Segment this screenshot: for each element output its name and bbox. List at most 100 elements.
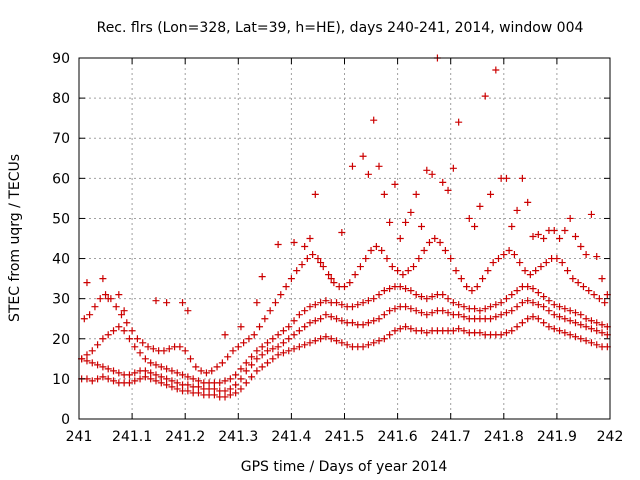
- data-point-marker: [598, 329, 606, 337]
- data-point-marker: [457, 275, 465, 283]
- data-point-marker: [529, 232, 537, 240]
- data-point-marker: [407, 208, 415, 216]
- data-point-marker: [566, 331, 574, 339]
- data-point-marker: [550, 311, 558, 319]
- data-point-marker: [571, 319, 579, 327]
- data-point-marker: [279, 349, 287, 357]
- data-point-marker: [221, 377, 229, 385]
- data-point-marker: [213, 363, 221, 371]
- data-point-marker: [322, 333, 330, 341]
- data-point-marker: [359, 299, 367, 307]
- data-point-marker: [147, 375, 155, 383]
- data-point-marker: [518, 299, 526, 307]
- data-point-marker: [179, 299, 187, 307]
- data-point-marker: [133, 335, 141, 343]
- data-point-marker: [508, 291, 516, 299]
- x-tick-label: 241.6: [378, 429, 418, 445]
- data-point-marker: [306, 303, 314, 311]
- data-point-marker: [285, 323, 293, 331]
- data-point-marker: [295, 327, 303, 335]
- data-point-marker: [380, 287, 388, 295]
- data-point-marker: [160, 347, 168, 355]
- data-point-marker: [595, 295, 603, 303]
- data-point-marker: [587, 325, 595, 333]
- data-point-marker: [468, 287, 476, 295]
- data-point-marker: [375, 315, 383, 323]
- x-tick-label: 241.2: [165, 429, 205, 445]
- data-point-marker: [144, 343, 152, 351]
- data-point-marker: [218, 359, 226, 367]
- data-point-marker: [460, 327, 468, 335]
- data-point-marker: [226, 385, 234, 393]
- data-point-marker: [396, 283, 404, 291]
- data-point-marker: [582, 251, 590, 259]
- data-point-marker: [513, 303, 521, 311]
- data-point-marker: [317, 315, 325, 323]
- data-point-marker: [465, 214, 473, 222]
- data-point-marker: [226, 375, 234, 383]
- data-point-marker: [524, 315, 532, 323]
- data-point-marker: [197, 367, 205, 375]
- data-point-marker: [566, 317, 574, 325]
- data-point-marker: [173, 369, 181, 377]
- data-point-marker: [579, 283, 587, 291]
- data-point-marker: [545, 307, 553, 315]
- data-point-marker: [83, 279, 91, 287]
- data-point-marker: [99, 373, 107, 381]
- data-point-marker: [508, 222, 516, 230]
- data-point-marker: [184, 373, 192, 381]
- data-point-marker: [274, 351, 282, 359]
- data-point-marker: [497, 299, 505, 307]
- axis-ticks: [78, 57, 611, 420]
- data-point-marker: [593, 327, 601, 335]
- data-point-marker: [256, 323, 264, 331]
- data-point-marker: [279, 327, 287, 335]
- data-point-marker: [585, 287, 593, 295]
- data-point-marker: [561, 315, 569, 323]
- data-point-marker: [529, 313, 537, 321]
- data-point-marker: [322, 311, 330, 319]
- data-point-marker: [425, 239, 433, 247]
- chart-title: Rec. flrs (Lon=328, Lat=39, h=HE), days …: [97, 20, 584, 36]
- data-point-marker: [94, 341, 102, 349]
- data-point-marker: [248, 361, 256, 369]
- data-point-marker: [165, 345, 173, 353]
- data-point-marker: [250, 331, 258, 339]
- data-point-marker: [242, 379, 250, 387]
- data-point-marker: [184, 307, 192, 315]
- data-point-marker: [333, 315, 341, 323]
- data-point-marker: [110, 327, 118, 335]
- data-point-marker: [237, 375, 245, 383]
- data-point-marker: [131, 369, 139, 377]
- data-point-marker: [322, 297, 330, 305]
- data-point-marker: [402, 303, 410, 311]
- data-point-marker: [423, 295, 431, 303]
- data-point-marker: [221, 393, 229, 401]
- y-tick-labels: 0 10 20 30 40 50 60 70 80 90: [52, 51, 70, 428]
- data-point-marker: [412, 307, 420, 315]
- data-point-marker: [253, 367, 261, 375]
- data-point-marker: [550, 226, 558, 234]
- y-tick-label: 10: [52, 372, 70, 388]
- data-point-marker: [226, 391, 234, 399]
- data-point-marker: [556, 313, 564, 321]
- data-point-marker: [534, 301, 542, 309]
- data-point-marker: [298, 261, 306, 269]
- data-point-marker: [277, 291, 285, 299]
- data-point-marker: [502, 309, 510, 317]
- data-point-marker: [253, 355, 261, 363]
- data-point-marker: [94, 361, 102, 369]
- data-point-marker: [325, 271, 333, 279]
- data-point-marker: [364, 297, 372, 305]
- data-point-marker: [492, 301, 500, 309]
- x-tick-label: 241.9: [537, 429, 577, 445]
- data-point-marker: [564, 267, 572, 275]
- data-point-marker: [412, 190, 420, 198]
- data-point-marker: [428, 170, 436, 178]
- data-point-marker: [439, 178, 447, 186]
- data-point-marker: [420, 247, 428, 255]
- data-point-marker: [452, 267, 460, 275]
- data-point-marker: [569, 275, 577, 283]
- data-point-marker: [147, 359, 155, 367]
- data-point-marker: [264, 359, 272, 367]
